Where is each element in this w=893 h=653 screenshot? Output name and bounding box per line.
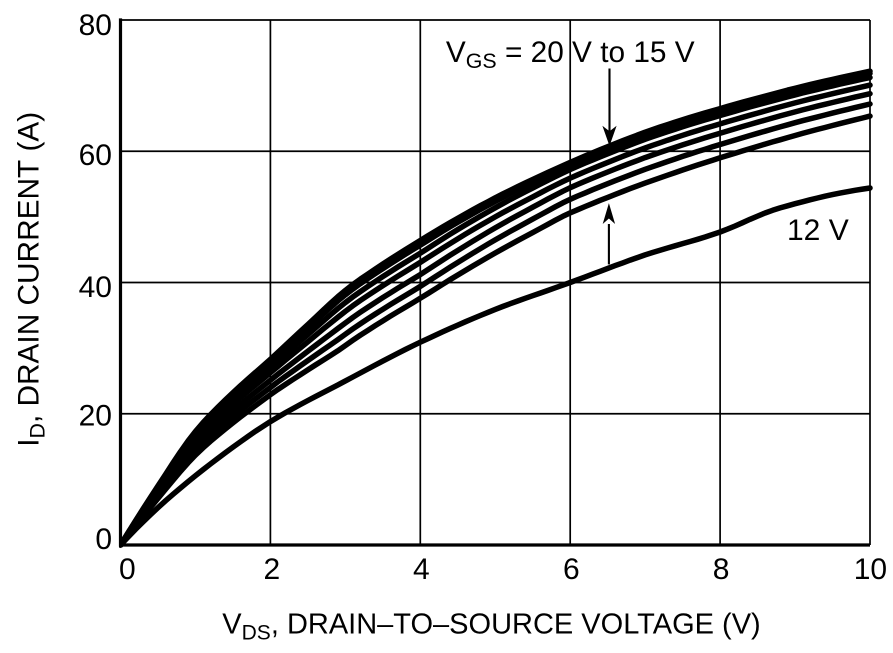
svg-text:10: 10 [854, 553, 887, 586]
svg-text:0: 0 [95, 523, 112, 556]
svg-text:ID, DRAIN CURRENT (A): ID, DRAIN CURRENT (A) [13, 112, 50, 447]
svg-text:12 V: 12 V [787, 214, 849, 247]
svg-text:4: 4 [413, 553, 430, 586]
svg-text:80: 80 [79, 9, 112, 42]
svg-text:60: 60 [79, 139, 112, 172]
svg-text:6: 6 [563, 553, 580, 586]
svg-text:40: 40 [79, 271, 112, 304]
svg-text:VDS, DRAIN–TO–SOURCE VOLTAGE (: VDS, DRAIN–TO–SOURCE VOLTAGE (V) [222, 608, 760, 644]
svg-text:8: 8 [713, 553, 730, 586]
svg-text:2: 2 [263, 553, 280, 586]
svg-text:0: 0 [119, 553, 136, 586]
svg-text:20: 20 [79, 400, 112, 433]
